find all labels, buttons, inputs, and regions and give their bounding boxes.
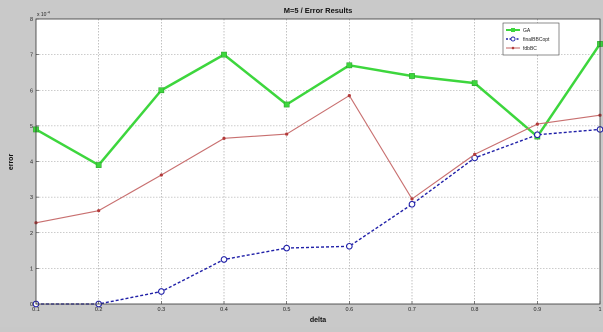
- legend-label-fdbBC: fdbBC: [523, 46, 537, 52]
- data-point-GA: [221, 51, 227, 58]
- x-tick-label: 0.4: [220, 307, 228, 313]
- x-tick-label: 0.9: [534, 307, 542, 313]
- series-line-finalBBCopt: [36, 128, 601, 305]
- data-point-finalBBCopt: [408, 200, 416, 208]
- data-point-finalBBCopt: [220, 256, 228, 263]
- data-point-fdbBC: [159, 173, 163, 177]
- data-point-finalBBCopt: [157, 288, 165, 295]
- x-tick-label: 1: [598, 307, 601, 313]
- x-tick-label: 0.7: [408, 307, 416, 313]
- data-point-finalBBCopt: [533, 131, 541, 139]
- legend-marker-GA: [511, 28, 515, 32]
- data-point-fdbBC: [410, 197, 414, 201]
- legend-label-GA: GA: [523, 28, 531, 34]
- series-line-GA: [35, 43, 602, 167]
- legend-marker-fdbBC: [511, 46, 515, 50]
- y-tick-label: 2: [30, 231, 33, 237]
- series-layer: [32, 41, 603, 308]
- legend-marker-finalBBCopt: [510, 36, 516, 42]
- data-point-fdbBC: [535, 122, 539, 126]
- x-tick-label: 0.1: [32, 307, 40, 313]
- data-point-GA: [158, 87, 165, 94]
- y-tick-label: 7: [30, 53, 33, 59]
- legend: GA finalBBCopt fdbBC: [502, 22, 560, 56]
- x-tick-label: 0.8: [471, 307, 479, 313]
- data-point-fdbBC: [347, 93, 351, 98]
- y-tick-label: 5: [30, 124, 33, 130]
- y-tick-label: 1: [30, 266, 33, 272]
- data-point-GA: [471, 80, 478, 86]
- y-tick-label: 8: [30, 17, 33, 23]
- chart-title: M=5 / Error Results: [284, 6, 353, 15]
- x-tick-label: 0.2: [95, 307, 103, 313]
- x-tick-label: 0.5: [283, 307, 291, 313]
- data-point-fdbBC: [285, 132, 289, 136]
- data-point-fdbBC: [473, 152, 477, 156]
- data-point-fdbBC: [222, 136, 226, 140]
- legend-label-finalBBCopt: finalBBCopt: [523, 37, 550, 43]
- series-line-fdbBC: [35, 95, 601, 224]
- data-point-GA: [409, 73, 415, 79]
- y-tick-label: 0: [30, 302, 33, 308]
- y-tick-label: 3: [30, 195, 33, 201]
- y-multiplier-power: -4: [46, 10, 50, 15]
- data-point-finalBBCopt: [283, 244, 291, 252]
- x-tick-label: 0.6: [346, 307, 354, 313]
- data-point-finalBBCopt: [345, 242, 353, 250]
- data-point-GA: [95, 162, 102, 168]
- data-point-GA: [346, 62, 353, 69]
- y-axis-label: error: [8, 154, 15, 171]
- y-tick-label: 6: [30, 88, 33, 94]
- x-axis-label: delta: [310, 317, 326, 324]
- y-axis-multiplier: x 10-4: [37, 10, 51, 19]
- axis-ticks: 0.1 0.2 0.3 0.4 0.5 0.6 0.7 0.8 0.9 1 0 1 2 3 4 5 6 7 8: [30, 17, 602, 313]
- data-point-fdbBC: [97, 209, 101, 213]
- y-tick-label: 4: [30, 160, 33, 166]
- y-multiplier-base: x 10: [37, 12, 47, 18]
- data-point-GA: [283, 101, 290, 108]
- x-tick-label: 0.3: [158, 307, 166, 313]
